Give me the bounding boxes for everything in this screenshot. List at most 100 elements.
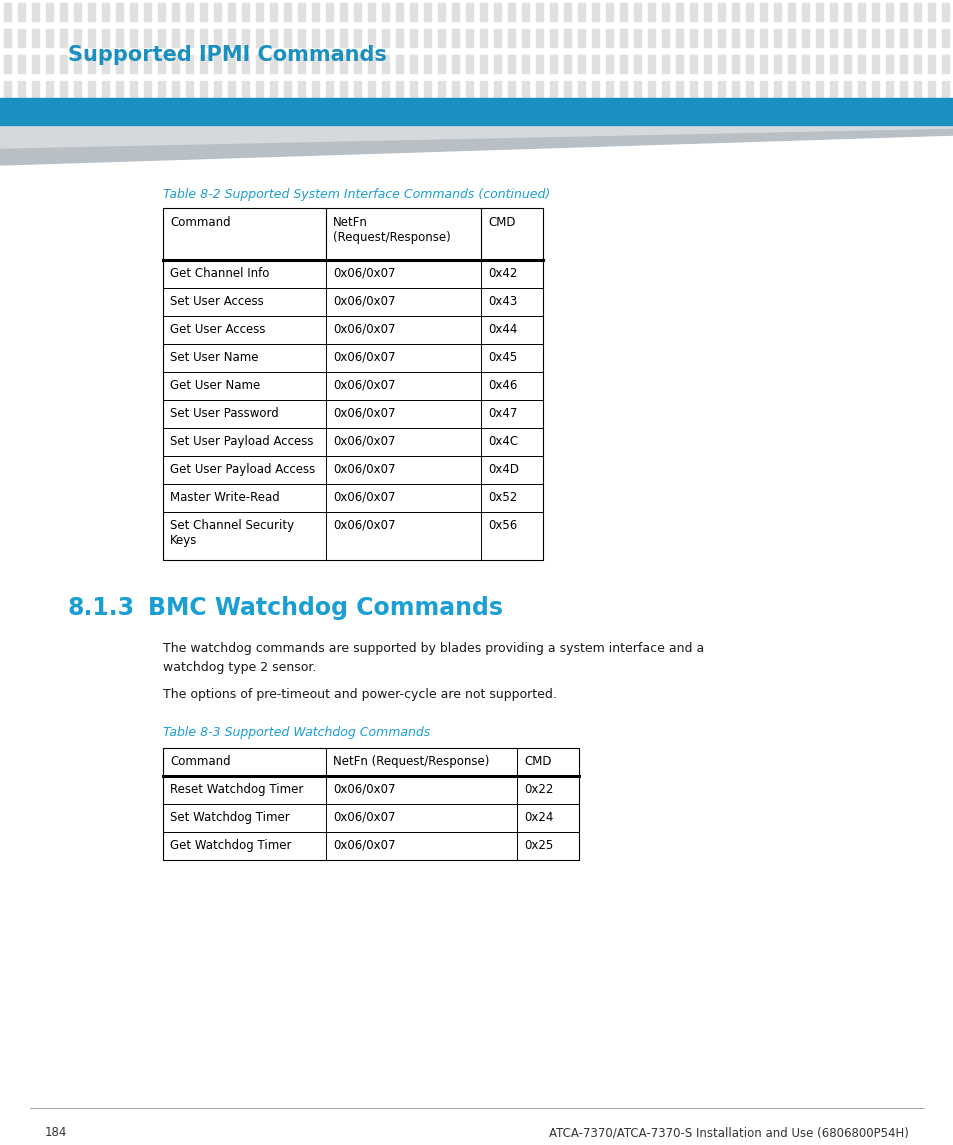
Bar [536, 29, 542, 47]
Bar [102, 55, 109, 73]
Bar [297, 29, 305, 47]
Bar [158, 81, 165, 98]
Bar [536, 55, 542, 73]
Text: 8.1.3: 8.1.3 [68, 597, 135, 619]
Bar [563, 3, 571, 21]
Bar [619, 55, 626, 73]
Bar [703, 29, 710, 47]
Bar [634, 3, 640, 21]
Bar [74, 29, 81, 47]
Text: 0x4D: 0x4D [488, 463, 518, 476]
Bar [46, 81, 53, 98]
Bar [661, 3, 668, 21]
Bar [787, 55, 794, 73]
Bar [773, 55, 781, 73]
Bar [116, 81, 123, 98]
Bar [619, 29, 626, 47]
Bar [676, 3, 682, 21]
Bar [74, 81, 81, 98]
Bar [213, 81, 221, 98]
Bar [927, 3, 934, 21]
Bar [563, 29, 571, 47]
Bar [410, 81, 416, 98]
Bar [479, 29, 486, 47]
Bar [703, 55, 710, 73]
Text: Table 8-2 Supported System Interface Commands (continued): Table 8-2 Supported System Interface Com… [163, 188, 550, 202]
Text: Set User Name: Set User Name [170, 352, 258, 364]
Bar [605, 55, 613, 73]
Bar [284, 29, 291, 47]
Bar [745, 55, 752, 73]
Bar [116, 29, 123, 47]
Bar [410, 55, 416, 73]
Bar [130, 3, 137, 21]
Bar [857, 81, 864, 98]
Bar [368, 55, 375, 73]
Bar [423, 55, 431, 73]
Bar [4, 29, 11, 47]
Bar [494, 81, 500, 98]
Bar [941, 55, 948, 73]
Text: NetFn
(Request/Response): NetFn (Request/Response) [333, 216, 450, 244]
Bar [32, 55, 39, 73]
Bar [703, 81, 710, 98]
Bar [381, 3, 389, 21]
Bar [465, 55, 473, 73]
Text: Get User Access: Get User Access [170, 323, 265, 335]
Bar [871, 3, 878, 21]
Bar [18, 29, 25, 47]
Bar [871, 55, 878, 73]
Text: Supported IPMI Commands: Supported IPMI Commands [68, 45, 387, 65]
Bar [479, 55, 486, 73]
Bar [941, 29, 948, 47]
Bar [158, 3, 165, 21]
Bar [339, 3, 347, 21]
Bar [592, 29, 598, 47]
Bar [689, 3, 697, 21]
Bar [465, 3, 473, 21]
Text: 0x43: 0x43 [488, 295, 517, 308]
Bar [718, 81, 724, 98]
Bar [116, 55, 123, 73]
Bar [507, 81, 515, 98]
Bar [760, 3, 766, 21]
Bar [395, 55, 402, 73]
Bar [745, 81, 752, 98]
Text: 0x56: 0x56 [488, 519, 517, 532]
Bar [536, 81, 542, 98]
Bar [172, 81, 179, 98]
Text: Get User Name: Get User Name [170, 379, 260, 392]
Bar [885, 81, 892, 98]
Bar [228, 3, 234, 21]
Bar [46, 3, 53, 21]
Bar [381, 55, 389, 73]
Text: 0x06/0x07: 0x06/0x07 [333, 379, 395, 392]
Bar [326, 55, 333, 73]
Text: 0x06/0x07: 0x06/0x07 [333, 463, 395, 476]
Bar [32, 81, 39, 98]
Bar [731, 29, 739, 47]
Bar [718, 29, 724, 47]
Bar [130, 29, 137, 47]
Bar [815, 29, 822, 47]
Text: Get Channel Info: Get Channel Info [170, 267, 269, 281]
Text: 0x44: 0x44 [488, 323, 517, 335]
Bar [102, 3, 109, 21]
Bar [102, 81, 109, 98]
Bar [465, 81, 473, 98]
Bar [410, 3, 416, 21]
Bar [843, 29, 850, 47]
Bar [452, 3, 458, 21]
Bar [228, 55, 234, 73]
Bar [368, 81, 375, 98]
Text: 0x47: 0x47 [488, 406, 517, 420]
Bar [578, 55, 584, 73]
Bar [88, 81, 95, 98]
Bar [102, 29, 109, 47]
Bar [647, 29, 655, 47]
Bar [619, 3, 626, 21]
Bar [760, 55, 766, 73]
Bar [270, 3, 276, 21]
Bar [634, 55, 640, 73]
Bar [521, 81, 529, 98]
